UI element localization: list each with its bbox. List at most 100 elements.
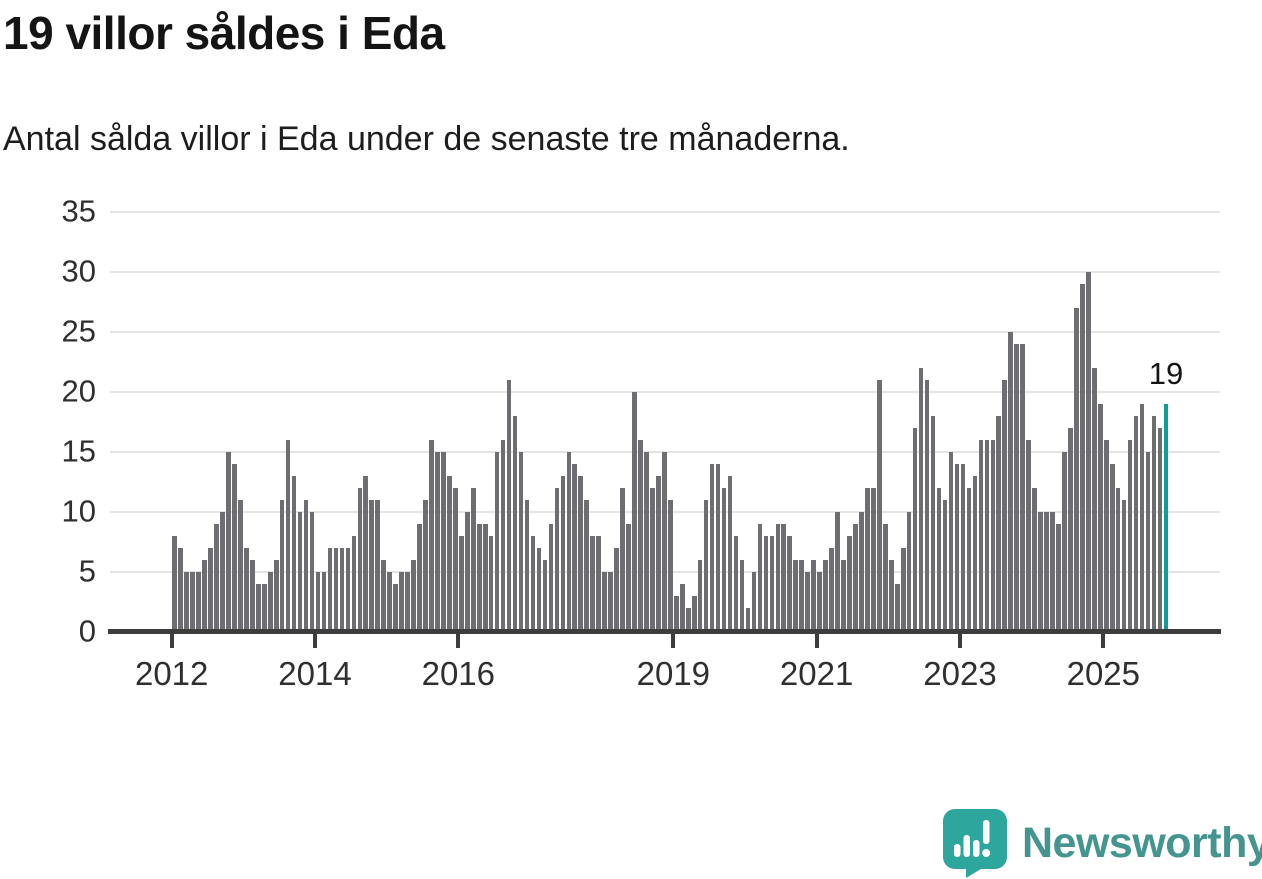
bar-current-period bbox=[1163, 404, 1169, 632]
bar bbox=[990, 440, 996, 632]
bar bbox=[524, 500, 530, 632]
bar bbox=[291, 476, 297, 632]
bar bbox=[476, 524, 482, 632]
bar bbox=[745, 608, 751, 632]
x-axis-tick bbox=[456, 634, 461, 648]
bar bbox=[679, 584, 685, 632]
bar bbox=[793, 560, 799, 632]
bar bbox=[590, 536, 595, 632]
bar bbox=[1151, 416, 1157, 632]
bar bbox=[488, 536, 494, 632]
bar bbox=[608, 572, 613, 632]
bar bbox=[285, 440, 291, 632]
bar bbox=[674, 596, 679, 632]
bar bbox=[871, 488, 876, 632]
gridline bbox=[110, 211, 1220, 213]
bar bbox=[226, 452, 231, 632]
gridline bbox=[110, 391, 1220, 393]
bar bbox=[715, 464, 721, 632]
gridline bbox=[110, 331, 1220, 333]
bar bbox=[1068, 428, 1073, 632]
bar bbox=[363, 476, 369, 632]
bar bbox=[829, 548, 834, 632]
bar bbox=[435, 452, 440, 632]
bar bbox=[399, 572, 404, 632]
bar bbox=[883, 524, 888, 632]
bar bbox=[369, 500, 375, 632]
bar bbox=[763, 536, 769, 632]
bar bbox=[727, 476, 733, 632]
bar bbox=[1062, 452, 1067, 632]
logo-text: Newsworthy bbox=[1022, 819, 1262, 867]
bar bbox=[685, 608, 691, 632]
bar bbox=[387, 572, 392, 632]
bar bbox=[811, 560, 816, 632]
bar bbox=[984, 440, 990, 632]
bar bbox=[906, 512, 912, 632]
bar bbox=[345, 548, 351, 632]
bar bbox=[184, 572, 189, 632]
bar bbox=[267, 572, 273, 632]
bar bbox=[757, 524, 763, 632]
bar bbox=[202, 560, 207, 632]
bar bbox=[996, 416, 1002, 632]
bar bbox=[315, 572, 321, 632]
bar bbox=[787, 536, 793, 632]
bar bbox=[584, 500, 590, 632]
x-axis-tick bbox=[1101, 634, 1106, 648]
bar bbox=[697, 560, 703, 632]
x-axis-tick-label: 2019 bbox=[636, 655, 711, 692]
bar bbox=[948, 452, 954, 632]
bar bbox=[309, 512, 315, 632]
bar bbox=[512, 416, 518, 632]
bar bbox=[1097, 404, 1103, 632]
bar bbox=[178, 548, 183, 632]
bar bbox=[632, 392, 637, 632]
bar bbox=[417, 524, 422, 632]
bar bbox=[1026, 440, 1031, 632]
bar bbox=[954, 464, 960, 632]
bar bbox=[566, 452, 572, 632]
bar bbox=[273, 560, 279, 632]
bar bbox=[500, 440, 506, 632]
bar bbox=[1109, 464, 1115, 632]
bar bbox=[441, 452, 446, 632]
bar bbox=[930, 416, 936, 632]
x-axis-tick-label: 2025 bbox=[1066, 655, 1141, 692]
bar bbox=[572, 464, 578, 632]
bar bbox=[506, 380, 512, 632]
bar bbox=[1145, 452, 1151, 632]
speech-bubble-bar-chart-icon bbox=[943, 809, 1007, 878]
bar bbox=[602, 572, 607, 632]
bar bbox=[351, 536, 357, 632]
bar bbox=[691, 596, 697, 632]
bar bbox=[1032, 488, 1037, 632]
bar bbox=[375, 500, 381, 632]
bar bbox=[381, 560, 386, 632]
bar bbox=[1002, 380, 1008, 632]
x-axis-tick-label: 2016 bbox=[421, 655, 496, 692]
bar bbox=[423, 500, 428, 632]
newsworthy-logo[interactable]: Newsworthy bbox=[942, 808, 1262, 878]
bar bbox=[279, 500, 285, 632]
bar bbox=[924, 380, 930, 632]
bar bbox=[638, 440, 643, 632]
bar bbox=[918, 368, 924, 632]
y-axis-tick-label: 10 bbox=[61, 493, 96, 529]
last-value-label: 19 bbox=[1148, 356, 1184, 391]
bar bbox=[196, 572, 201, 632]
bar bbox=[894, 584, 900, 632]
bar bbox=[261, 584, 267, 632]
bar bbox=[1127, 440, 1133, 632]
bar bbox=[835, 512, 840, 632]
bar bbox=[644, 452, 649, 632]
bar bbox=[841, 560, 846, 632]
bar bbox=[966, 488, 972, 632]
bar bbox=[656, 476, 661, 632]
bar bbox=[208, 548, 213, 632]
bar bbox=[877, 380, 882, 632]
bar bbox=[172, 536, 177, 632]
bar bbox=[232, 464, 237, 632]
bar bbox=[733, 536, 739, 632]
bar bbox=[614, 548, 619, 632]
